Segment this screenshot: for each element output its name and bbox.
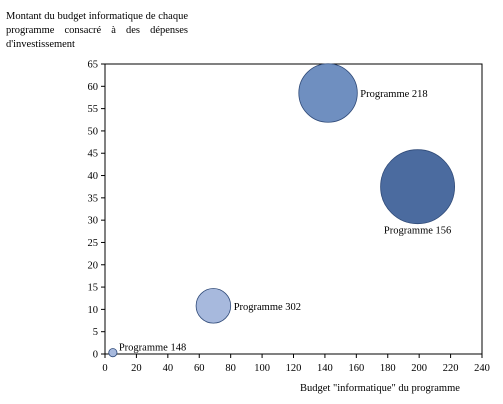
y-tick-label: 30: [88, 216, 99, 227]
y-axis: 0 5 10 15 20 25 30 35 40 45 50 55 60 65: [88, 60, 105, 361]
y-tick-label: 35: [88, 193, 99, 204]
bubbles: [108, 63, 455, 358]
y-tick-label: 60: [88, 82, 99, 93]
y-tick-label: 10: [88, 305, 99, 316]
x-tick-label: 20: [131, 363, 142, 374]
x-tick-label: 200: [411, 363, 427, 374]
x-tick-label: 120: [286, 363, 302, 374]
bubble: [298, 63, 358, 123]
y-tick-label: 25: [88, 238, 99, 249]
bubble-label: Programme 148: [119, 343, 186, 354]
bubble-label: Programme 302: [234, 302, 301, 313]
x-tick-label: 240: [474, 363, 490, 374]
bubble: [195, 288, 232, 324]
y-tick-label: 55: [88, 104, 99, 115]
x-tick-label: 40: [163, 363, 174, 374]
x-tick-label: 60: [194, 363, 205, 374]
x-tick-label: 220: [443, 363, 459, 374]
x-tick-label: 100: [254, 363, 270, 374]
y-axis-title: Montant du budget informatique de chaque…: [6, 11, 188, 50]
x-axis: 0 20 40 60 80 100 120 140 160 180 200 220 240: [102, 354, 490, 374]
bubble-label: Programme 218: [360, 89, 427, 100]
y-tick-label: 45: [88, 149, 99, 160]
x-tick-label: 0: [102, 363, 107, 374]
x-tick-label: 180: [380, 363, 396, 374]
x-tick-label: 140: [317, 363, 333, 374]
bubble: [108, 348, 118, 358]
y-tick-label: 20: [88, 260, 99, 271]
y-tick-label: 50: [88, 126, 99, 137]
bubble-label: Programme 156: [384, 226, 451, 237]
y-tick-label: 65: [88, 60, 99, 71]
y-tick-label: 0: [93, 350, 98, 361]
x-tick-label: 160: [348, 363, 364, 374]
y-tick-label: 40: [88, 171, 99, 182]
bubble-labels: Programme 218 Programme 156 Programme 302 P…: [119, 89, 451, 354]
y-tick-label: 15: [88, 283, 99, 294]
y-tick-label: 5: [93, 327, 98, 338]
x-axis-title: Budget "informatique" du programme: [300, 383, 460, 394]
bubble: [380, 149, 455, 225]
x-tick-label: 80: [225, 363, 236, 374]
